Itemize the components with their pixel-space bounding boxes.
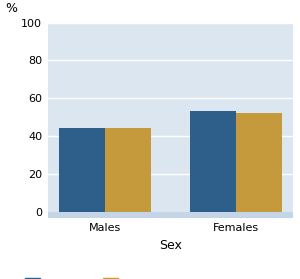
Bar (105, 128, 151, 212)
Bar (236, 112, 282, 212)
Legend: 2006, 2010: 2006, 2010 (25, 278, 156, 279)
Bar (48, 212, 293, 218)
X-axis label: Sex: Sex (159, 239, 182, 252)
Bar (59, 128, 105, 212)
Y-axis label: %: % (5, 2, 17, 15)
Bar (190, 110, 236, 212)
